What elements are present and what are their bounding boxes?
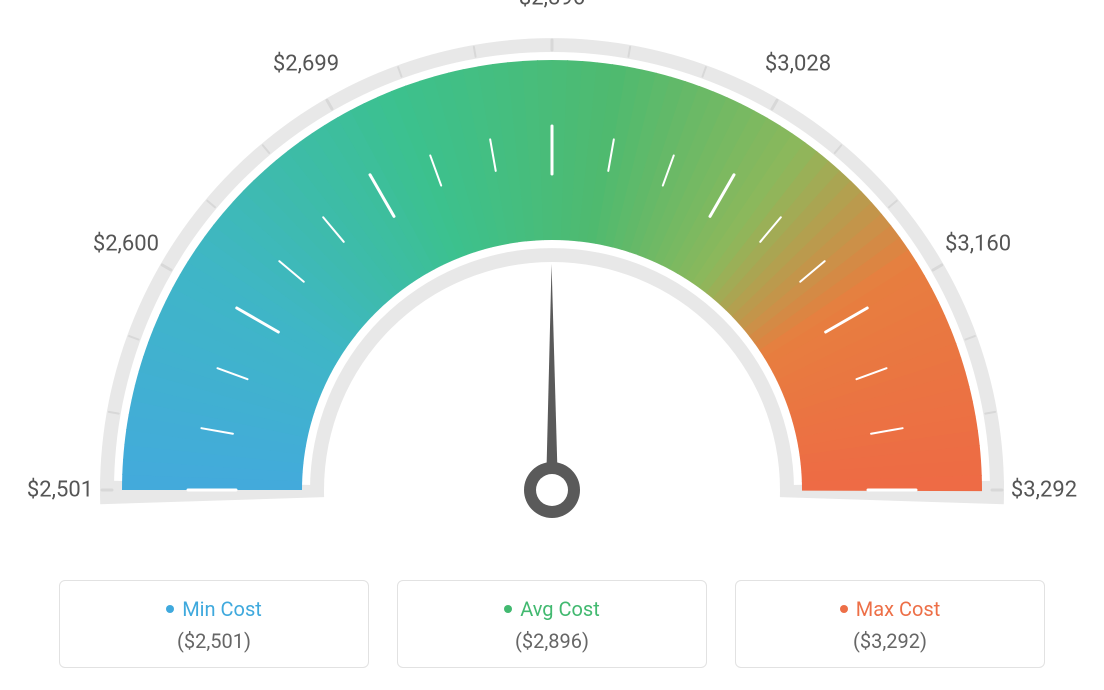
- legend-title-text-max: Max Cost: [856, 597, 941, 621]
- legend-dot-min: [166, 605, 174, 613]
- legend-title-max: Max Cost: [736, 597, 1044, 621]
- legend-title-text-min: Min Cost: [182, 597, 262, 621]
- legend-card-max: Max Cost ($3,292): [735, 580, 1045, 668]
- gauge-svg: [0, 0, 1104, 560]
- gauge-tick-label: $3,160: [945, 232, 1011, 257]
- legend-card-avg: Avg Cost ($2,896): [397, 580, 707, 668]
- gauge-tick-label: $3,292: [1011, 478, 1077, 503]
- gauge-tick-label: $3,028: [765, 51, 831, 76]
- legend-title-avg: Avg Cost: [398, 597, 706, 621]
- legend-value-avg: ($2,896): [398, 629, 706, 653]
- legend-dot-avg: [504, 605, 512, 613]
- gauge-tick-label: $2,896: [519, 0, 585, 11]
- gauge-tick-label: $2,600: [93, 232, 159, 257]
- legend-dot-max: [840, 605, 848, 613]
- legend-value-min: ($2,501): [60, 629, 368, 653]
- cost-legend: Min Cost ($2,501) Avg Cost ($2,896) Max …: [0, 580, 1104, 668]
- legend-value-max: ($3,292): [736, 629, 1044, 653]
- gauge-chart: $2,501 $2,600 $2,699 $2,896 $3,028 $3,160 $3,2…: [0, 0, 1104, 560]
- gauge-tick-label: $2,501: [27, 478, 93, 503]
- legend-card-min: Min Cost ($2,501): [59, 580, 369, 668]
- gauge-tick-label: $2,699: [273, 51, 339, 76]
- legend-title-text-avg: Avg Cost: [520, 597, 600, 621]
- legend-title-min: Min Cost: [60, 597, 368, 621]
